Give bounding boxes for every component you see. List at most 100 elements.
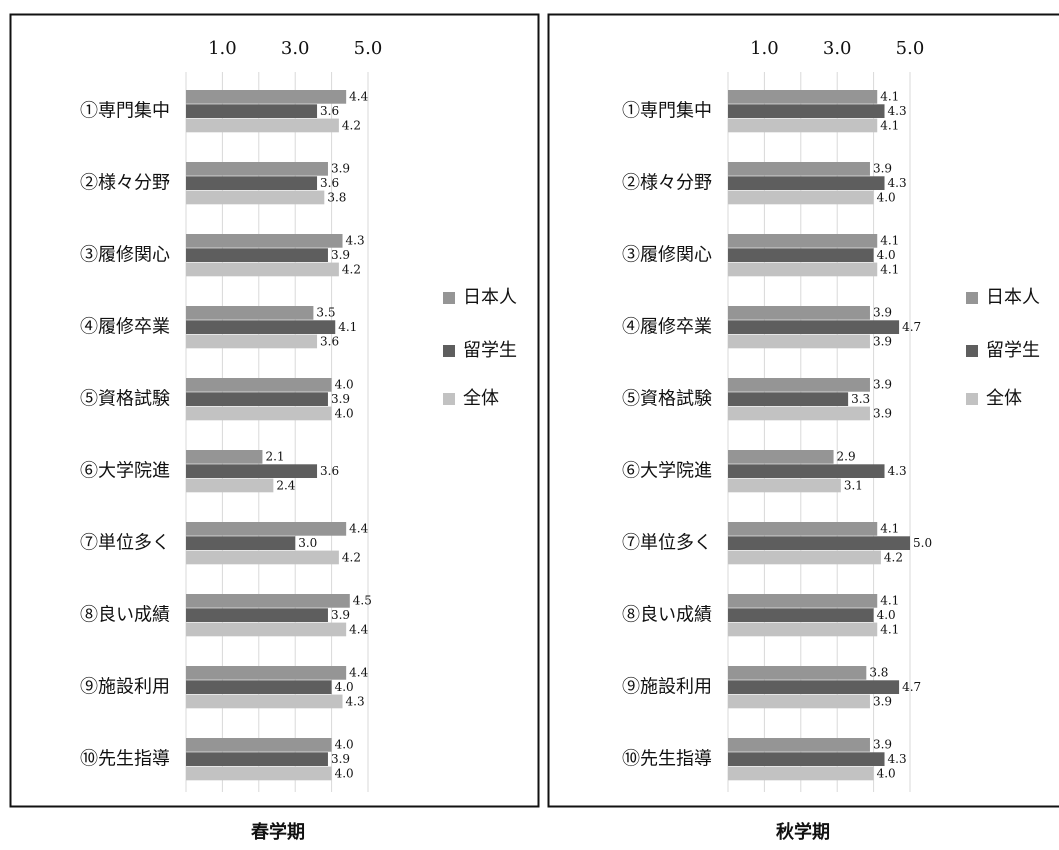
bar	[186, 334, 318, 349]
data-label: 4.3	[888, 752, 907, 766]
bar	[728, 306, 870, 320]
bar	[186, 118, 339, 133]
category-label: ⑤資格試験	[622, 388, 712, 409]
data-label: 4.1	[880, 90, 899, 104]
bar	[186, 680, 332, 694]
data-label: 2.4	[276, 478, 295, 492]
legend-label: 留学生	[463, 340, 517, 361]
data-label: 3.5	[316, 306, 335, 320]
data-label: 4.0	[335, 378, 354, 392]
data-label: 3.6	[320, 334, 339, 348]
data-label: 4.2	[342, 118, 361, 132]
bar	[186, 234, 343, 248]
data-label: 4.3	[346, 694, 365, 708]
data-label: 3.9	[873, 162, 892, 176]
data-label: 4.4	[349, 522, 368, 536]
bar	[186, 464, 318, 478]
bar	[186, 766, 332, 781]
legend-label: 留学生	[986, 340, 1040, 361]
category-label: ④履修卒業	[622, 316, 712, 337]
data-label: 4.3	[888, 176, 907, 190]
data-label: 4.1	[880, 622, 899, 636]
data-label: 3.9	[873, 334, 892, 348]
autumn-caption: 秋学期	[776, 821, 830, 843]
data-label: 3.9	[873, 694, 892, 708]
data-label: 3.9	[873, 306, 892, 320]
bar	[186, 90, 347, 104]
bar	[186, 694, 343, 709]
bar	[186, 248, 328, 262]
bar	[186, 550, 339, 565]
data-label: 3.9	[873, 406, 892, 420]
x-tick-label: 5.0	[354, 38, 383, 59]
bar	[186, 522, 347, 536]
category-label: ⑩先生指導	[80, 748, 170, 769]
bar	[728, 666, 867, 680]
data-label: 4.1	[338, 320, 357, 334]
bar	[728, 550, 881, 565]
bar	[728, 234, 878, 248]
data-label: 4.0	[335, 738, 354, 752]
bar	[728, 608, 874, 622]
data-label: 4.2	[342, 262, 361, 276]
data-label: 4.1	[880, 234, 899, 248]
bar	[728, 522, 878, 536]
bar	[186, 406, 332, 421]
data-label: 3.0	[298, 536, 317, 550]
bar	[186, 608, 328, 622]
bar	[728, 450, 834, 464]
legend-swatch	[966, 345, 978, 357]
data-label: 5.0	[913, 536, 932, 550]
legend-swatch	[443, 345, 455, 357]
category-label: ③履修関心	[622, 244, 712, 265]
data-label: 4.3	[346, 234, 365, 248]
bar	[728, 104, 885, 118]
data-label: 3.9	[873, 738, 892, 752]
data-label: 4.3	[888, 104, 907, 118]
legend-swatch	[966, 393, 978, 405]
bar	[728, 680, 900, 694]
bar	[728, 738, 870, 752]
data-label: 3.8	[869, 666, 888, 680]
data-label: 4.0	[877, 608, 896, 622]
data-label: 4.0	[877, 248, 896, 262]
category-label: ⑥大学院進	[622, 460, 712, 481]
bar	[186, 262, 339, 277]
bar	[728, 162, 870, 176]
spring-chart-panel: 1.0 3.0 5.0①専門集中4.43.64.2②様々分野3.93.63.8③履修…	[9, 13, 540, 808]
data-label: 3.9	[331, 608, 350, 622]
category-label: ②様々分野	[622, 172, 712, 193]
data-label: 4.3	[888, 464, 907, 478]
data-label: 4.1	[880, 594, 899, 608]
data-label: 4.4	[349, 90, 368, 104]
bar	[186, 622, 347, 637]
bar	[728, 378, 870, 392]
bar	[728, 536, 910, 550]
legend-label: 全体	[986, 388, 1022, 409]
data-label: 3.6	[320, 464, 339, 478]
data-label: 3.8	[327, 190, 346, 204]
category-label: ⑧良い成績	[80, 604, 170, 625]
bar	[728, 392, 849, 406]
bar	[186, 478, 274, 493]
x-tick-label: 5.0	[896, 38, 925, 59]
data-label: 4.7	[902, 320, 921, 334]
x-tick-label: 1.0	[750, 38, 779, 59]
bar	[186, 738, 332, 752]
category-label: ⑥大学院進	[80, 460, 170, 481]
bar	[728, 694, 870, 709]
category-label: ②様々分野	[80, 172, 170, 193]
bar	[728, 334, 870, 349]
plot-frame	[9, 13, 540, 808]
bar	[186, 320, 336, 334]
bar	[186, 752, 328, 766]
category-label: ③履修関心	[80, 244, 170, 265]
bar	[186, 666, 347, 680]
data-label: 3.9	[331, 248, 350, 262]
bar	[186, 392, 328, 406]
data-label: 3.9	[331, 752, 350, 766]
legend-swatch	[966, 292, 978, 304]
bar	[728, 406, 870, 421]
autumn-chart-panel: 1.0 3.0 5.0①専門集中4.14.34.1②様々分野3.94.34.0③履修…	[547, 13, 1059, 808]
